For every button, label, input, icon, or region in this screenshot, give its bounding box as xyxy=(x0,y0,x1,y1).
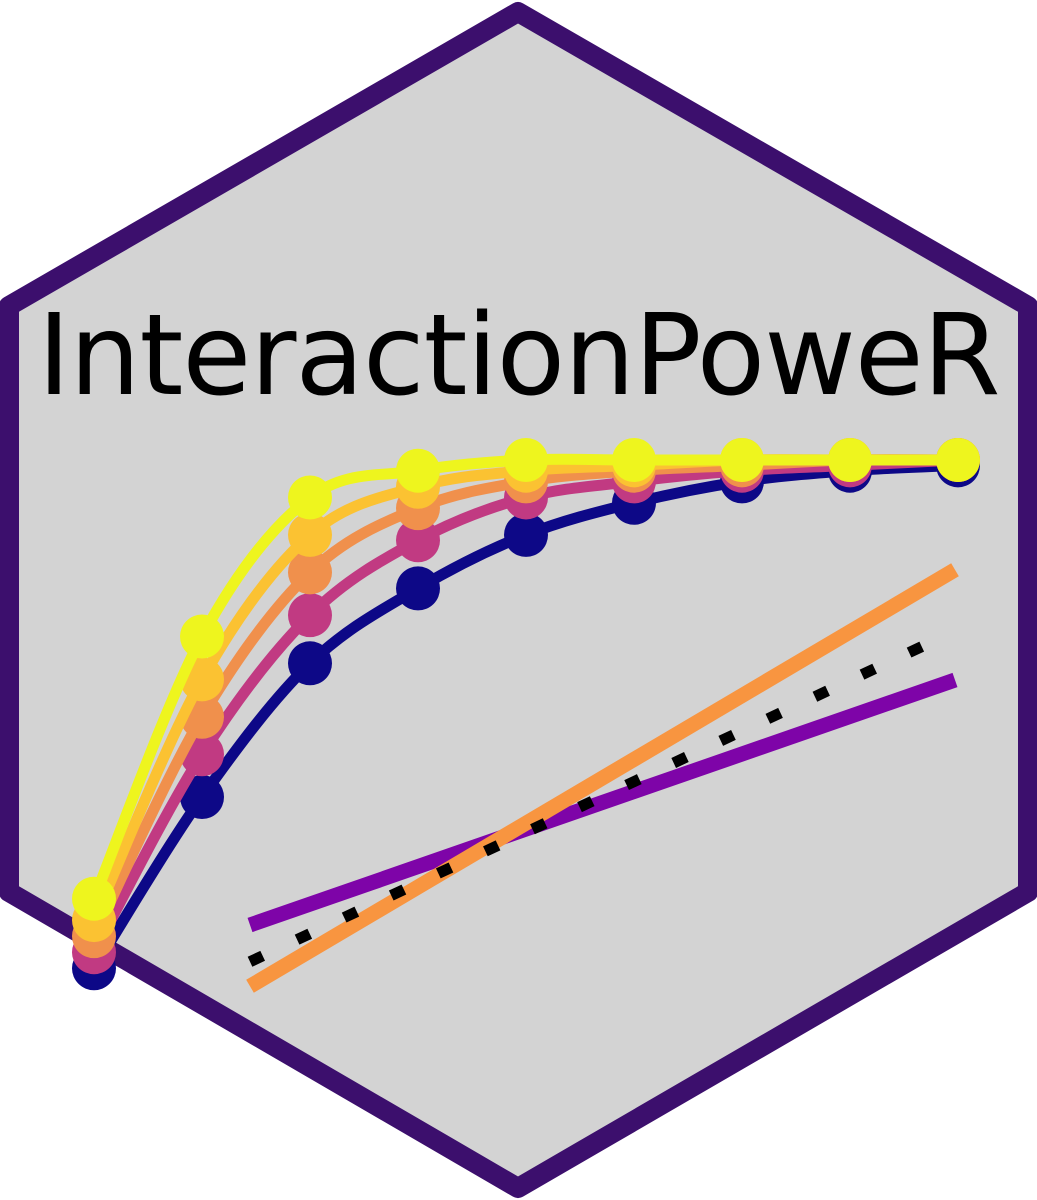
power-curve-point xyxy=(936,438,980,482)
power-curve-point xyxy=(180,614,224,659)
power-curve-point xyxy=(612,438,656,482)
power-curve-point xyxy=(720,438,764,482)
power-curve-point xyxy=(288,550,332,595)
package-title: InteractionPoweR xyxy=(37,291,1000,421)
power-curves xyxy=(72,438,980,991)
power-curve-point xyxy=(288,641,332,686)
power-curve-point xyxy=(828,438,872,482)
power-curve-point xyxy=(180,775,224,820)
power-curve-point xyxy=(288,475,332,520)
power-curve-point xyxy=(72,876,116,921)
power-curve-point xyxy=(504,512,548,557)
power-curve-point xyxy=(288,512,332,557)
power-curve-point xyxy=(396,566,440,611)
interaction-lines xyxy=(246,563,959,993)
power-curve-point xyxy=(504,438,548,482)
interaction-line xyxy=(246,563,959,993)
interaction-line xyxy=(247,672,958,933)
power-curve-point xyxy=(396,448,440,493)
power-curve-point xyxy=(396,518,440,563)
power-curve-point xyxy=(288,593,332,638)
